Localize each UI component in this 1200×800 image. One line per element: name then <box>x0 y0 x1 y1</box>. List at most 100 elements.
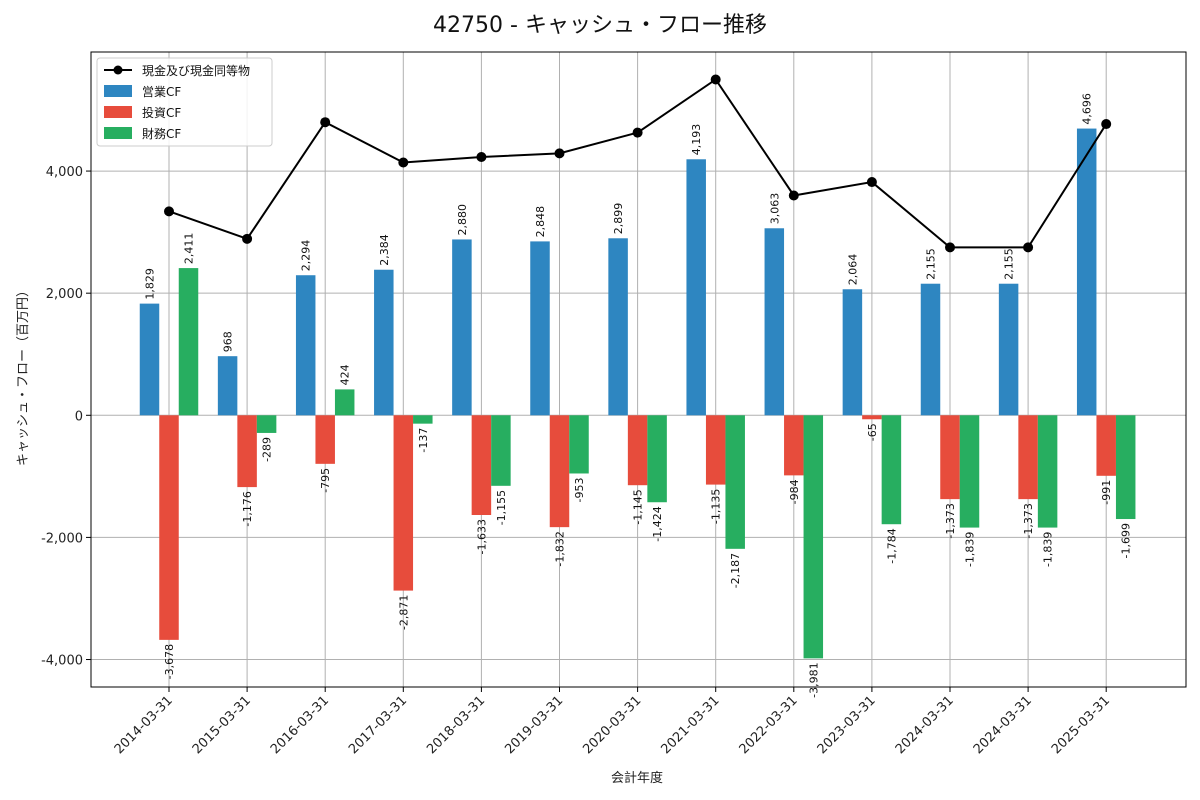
bar-investing <box>1018 415 1038 500</box>
bar-operating <box>764 228 785 416</box>
legend-bar-swatch <box>104 106 132 118</box>
plot-frame <box>90 51 1187 688</box>
bar-financing <box>803 415 824 659</box>
bar-value-label: -1,176 <box>241 491 254 526</box>
bar-financing <box>881 415 902 525</box>
bar-value-label: -1,135 <box>710 489 723 524</box>
y-tick-label: 4,000 <box>46 165 83 180</box>
bar-value-label: -1,839 <box>964 532 977 567</box>
cash-balance-point <box>866 177 877 188</box>
x-tick-label: 2021-03-31 <box>658 693 722 757</box>
bar-operating <box>1076 128 1097 416</box>
bar-value-label: -1,839 <box>1042 532 1055 567</box>
bar-operating <box>374 269 394 416</box>
bar-value-label: -1,145 <box>632 489 645 524</box>
bar-value-label: 4,193 <box>690 124 703 156</box>
bar-value-label: 968 <box>222 331 235 352</box>
x-tick-label: 2025-03-31 <box>1049 693 1113 757</box>
bar-investing <box>627 415 648 486</box>
cash-balance-point <box>320 117 331 128</box>
bar-value-label: 4,696 <box>1081 93 1094 125</box>
bar-investing <box>705 415 726 485</box>
bar-operating <box>295 275 316 416</box>
cash-balance-line <box>164 74 1112 253</box>
bar-operating <box>452 239 472 416</box>
bar-value-label: 2,899 <box>612 203 625 235</box>
bar-value-label: -1,832 <box>554 531 567 566</box>
x-tick-label: 2017-03-31 <box>346 693 410 757</box>
bar-financing <box>569 415 589 474</box>
bar-value-label: 1,829 <box>144 268 157 300</box>
legend-box <box>96 57 273 147</box>
bar-financing <box>334 389 355 416</box>
bar-value-label: -289 <box>261 437 274 462</box>
x-tick-label: 2019-03-31 <box>502 693 566 757</box>
cash-balance-point <box>242 233 253 244</box>
cash-balance-point <box>945 242 955 253</box>
bar-value-label: 2,294 <box>300 240 313 272</box>
bar-value-label: -984 <box>788 479 801 504</box>
bar-operating <box>920 283 941 416</box>
bar-value-label: -1,155 <box>495 490 508 525</box>
bar-investing <box>315 415 335 464</box>
bar-value-label: 2,155 <box>1003 248 1016 280</box>
y-tick-label: 0 <box>75 409 83 424</box>
cash-balance-point <box>788 190 799 201</box>
y-tick-label: 2,000 <box>46 287 83 302</box>
x-tick-label: 2024-03-31 <box>971 693 1035 757</box>
bar-financing <box>725 415 745 549</box>
bar-investing <box>784 415 804 476</box>
bar-investing <box>862 415 882 420</box>
bar-financing <box>1037 415 1058 528</box>
bar-financing <box>1115 415 1136 520</box>
bar-financing <box>413 415 433 424</box>
bar-value-label: -991 <box>1100 480 1113 505</box>
bar-value-label: 3,063 <box>768 193 781 225</box>
bar-value-label: -137 <box>417 428 430 453</box>
bar-operating <box>608 238 628 416</box>
data-labels: 1,829 968 2,294 2,384 2,880 2,848 2,899 4,193 3,… <box>144 93 1133 698</box>
bar-investing <box>549 415 570 528</box>
bar-financing <box>491 415 511 486</box>
bar-operating <box>842 289 863 416</box>
x-tick-label: 2023-03-31 <box>815 693 879 757</box>
y-axis-label: キャッシュ・フロー（百万円） <box>16 284 31 466</box>
cash-balance-point <box>476 152 487 163</box>
bar-value-label: -3,981 <box>807 662 820 697</box>
bar-value-label: -953 <box>573 477 586 502</box>
bar-value-label: 2,880 <box>456 204 469 236</box>
cash-balance-point <box>554 148 565 159</box>
bar-investing <box>237 415 257 488</box>
bar-value-label: 2,155 <box>925 248 938 280</box>
bar-value-label: -2,871 <box>397 595 410 630</box>
bar-value-label: 2,064 <box>846 254 859 286</box>
bar-investing <box>159 415 179 640</box>
bar-value-label: -1,699 <box>1120 523 1133 558</box>
x-tick-label: 2014-03-31 <box>112 693 176 757</box>
x-tick-label: 2015-03-31 <box>190 693 254 757</box>
bar-investing <box>393 415 414 591</box>
bar-value-label: -795 <box>319 468 332 493</box>
cash-balance-point <box>398 157 409 168</box>
legend-marker-swatch <box>113 65 123 75</box>
bar-value-label: 2,848 <box>534 206 547 238</box>
bar-value-label: 2,411 <box>183 233 196 265</box>
legend-label: 財務CF <box>142 126 181 141</box>
cash-balance-point <box>710 74 721 85</box>
cash-balance-point <box>1023 242 1034 253</box>
bar-value-label: -65 <box>866 423 879 441</box>
bar-series <box>139 128 1136 659</box>
bar-operating <box>217 356 238 416</box>
bar-value-label: -1,633 <box>475 519 488 554</box>
bar-financing <box>959 415 980 528</box>
x-tick-label: 2016-03-31 <box>268 693 332 757</box>
bar-investing <box>940 415 960 500</box>
bar-operating <box>530 241 550 416</box>
bar-value-label: -1,373 <box>944 503 957 538</box>
bar-financing <box>647 415 667 503</box>
bar-investing <box>471 415 492 516</box>
bar-value-label: -1,424 <box>651 506 664 541</box>
bar-financing <box>178 268 199 416</box>
bar-value-label: 424 <box>339 364 352 385</box>
